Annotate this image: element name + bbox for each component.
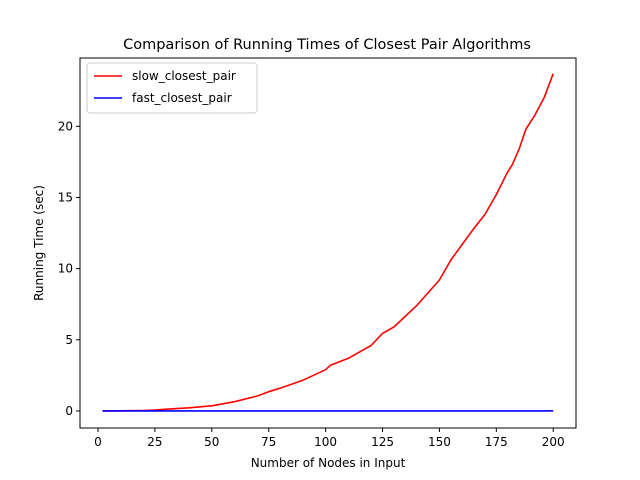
x-tick-label: 100 xyxy=(314,435,337,449)
x-tick-label: 25 xyxy=(147,435,162,449)
y-tick-label: 0 xyxy=(65,404,73,418)
y-tick-label: 20 xyxy=(58,119,73,133)
chart-title: Comparison of Running Times of Closest P… xyxy=(123,37,531,53)
y-tick-label: 5 xyxy=(65,333,73,347)
legend-label-slow-closest-pair: slow_closest_pair xyxy=(132,69,236,83)
series-layer xyxy=(102,73,554,412)
x-tick-label: 150 xyxy=(428,435,451,449)
x-tick-label: 125 xyxy=(371,435,394,449)
legend-box xyxy=(86,62,258,114)
y-tick-label: 15 xyxy=(58,190,73,204)
x-axis-label: Number of Nodes in Input xyxy=(251,456,406,470)
x-tick-label: 175 xyxy=(485,435,508,449)
legend: slow_closest_pair fast_closest_pair xyxy=(86,62,258,114)
y-axis-ticks: 0 5 10 15 20 xyxy=(58,119,80,418)
y-tick-label: 10 xyxy=(58,262,73,276)
series-line-slow-closest-pair xyxy=(102,73,554,412)
x-tick-label: 0 xyxy=(94,435,102,449)
y-axis-label: Running Time (sec) xyxy=(32,185,46,301)
x-tick-label: 50 xyxy=(204,435,219,449)
plot-area xyxy=(79,57,577,429)
x-axis-ticks: 0 25 50 75 100 125 150 175 200 xyxy=(94,428,565,449)
x-tick-label: 75 xyxy=(261,435,276,449)
x-tick-label: 200 xyxy=(542,435,565,449)
legend-label-fast-closest-pair: fast_closest_pair xyxy=(132,91,232,105)
